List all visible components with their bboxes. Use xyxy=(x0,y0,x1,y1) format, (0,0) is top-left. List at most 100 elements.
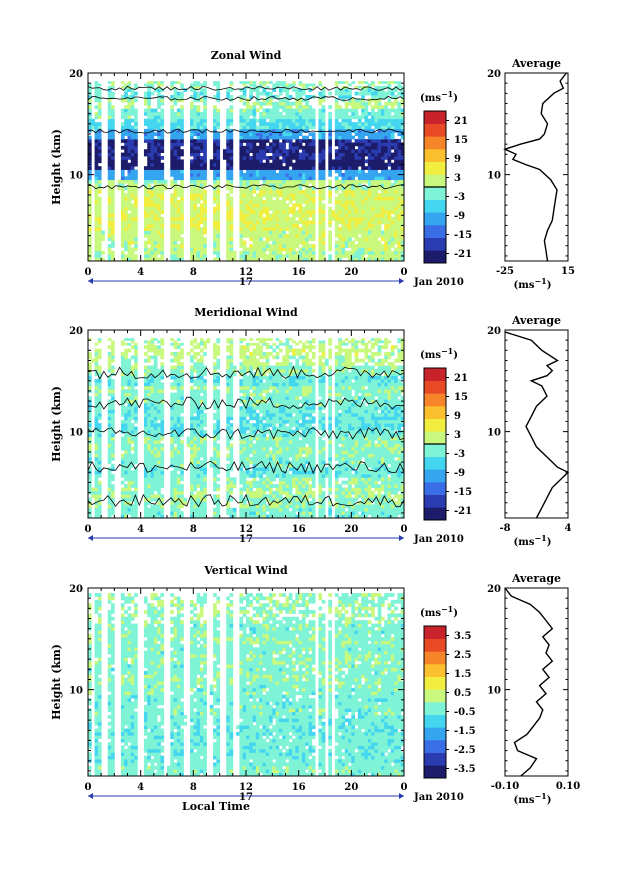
heatmap-cell xyxy=(341,203,346,208)
heatmap-cell xyxy=(190,125,194,130)
heatmap-cell xyxy=(242,193,247,198)
heatmap-cell xyxy=(127,470,132,475)
heatmap-cell xyxy=(311,247,316,252)
heatmap-cell xyxy=(246,183,250,187)
heatmap-cell xyxy=(252,166,257,170)
heatmap-cell xyxy=(213,189,217,194)
heatmap-cell xyxy=(275,193,280,198)
heatmap-cell xyxy=(153,227,158,231)
heatmap-cell xyxy=(147,115,151,120)
heatmap-cell xyxy=(216,183,221,187)
heatmap-cell xyxy=(252,227,257,231)
heatmap-cell xyxy=(196,429,201,434)
heatmap-cell xyxy=(334,220,339,225)
heatmap-cell xyxy=(173,372,178,377)
heatmap-cell xyxy=(400,247,405,252)
colorbar-swatch xyxy=(424,212,446,226)
heatmap-cell xyxy=(292,122,296,126)
heatmap-cell xyxy=(380,111,385,116)
heatmap-cell xyxy=(147,139,151,143)
heatmap-cell xyxy=(282,244,286,248)
heatmap-cell xyxy=(124,342,128,346)
heatmap-cell xyxy=(130,118,135,123)
heatmap-cell xyxy=(252,169,257,174)
heatmap-cell xyxy=(213,125,217,130)
heatmap-cell xyxy=(134,213,138,218)
heatmap-cell xyxy=(97,254,102,259)
heatmap-cell xyxy=(127,176,132,181)
heatmap-cell xyxy=(384,169,388,174)
heatmap-cell xyxy=(213,172,217,177)
colorbar-tick-label: -9 xyxy=(454,211,465,222)
heatmap-cell xyxy=(196,382,201,387)
heatmap-cell xyxy=(94,88,99,93)
heatmap-cell xyxy=(173,467,178,471)
heatmap-cell xyxy=(134,467,138,471)
heatmap-cell xyxy=(361,152,365,157)
heatmap-cell xyxy=(239,166,244,170)
heatmap-cell xyxy=(170,477,174,482)
heatmap-cell xyxy=(196,108,201,113)
heatmap-cell xyxy=(341,183,346,187)
colorbar-tick-label: 3 xyxy=(454,173,461,184)
heatmap-cell xyxy=(173,237,178,242)
heatmap-cell xyxy=(170,220,174,225)
heatmap-cell xyxy=(269,101,273,106)
heatmap-cell xyxy=(387,247,392,252)
heatmap-cell xyxy=(97,142,102,147)
heatmap-cell xyxy=(107,257,112,262)
heatmap-cell xyxy=(400,95,405,99)
heatmap-cell xyxy=(213,227,217,231)
time-tick-label: 0 xyxy=(401,267,408,278)
heatmap-cell xyxy=(190,142,194,147)
heatmap-cell xyxy=(203,206,207,211)
heatmap-cell xyxy=(282,240,286,245)
heatmap-cell xyxy=(239,115,244,120)
heatmap-cell xyxy=(226,233,230,238)
heatmap-cell xyxy=(397,115,402,120)
heatmap-cell xyxy=(111,152,115,157)
heatmap-cell xyxy=(124,142,128,147)
heatmap-cell xyxy=(282,183,286,187)
heatmap-cell xyxy=(242,145,247,150)
heatmap-cell xyxy=(298,193,303,198)
heatmap-cell xyxy=(170,240,174,245)
heatmap-cell xyxy=(124,216,128,221)
heatmap-cell xyxy=(160,416,165,421)
heatmap-cell xyxy=(196,139,201,143)
heatmap-cell xyxy=(150,162,155,167)
heatmap-cell xyxy=(120,406,125,411)
heatmap-cell xyxy=(94,176,99,181)
heatmap-cell xyxy=(321,108,326,113)
heatmap-cell xyxy=(196,511,201,516)
heatmap-cell xyxy=(239,162,244,167)
heatmap-cell xyxy=(308,155,313,160)
heatmap-cell xyxy=(111,193,115,198)
heatmap-cell xyxy=(292,196,296,201)
heatmap-cell xyxy=(88,487,92,492)
heatmap-cell xyxy=(180,210,184,214)
heatmap-cell xyxy=(143,473,148,478)
heatmap-cell xyxy=(150,247,155,252)
heatmap-cell xyxy=(239,233,244,238)
heatmap-cell xyxy=(394,98,398,103)
heatmap-cell xyxy=(173,392,178,397)
heatmap-cell xyxy=(311,196,316,201)
heatmap-cell xyxy=(255,210,260,214)
heatmap-cell xyxy=(107,399,112,404)
heatmap-cell xyxy=(170,507,174,512)
heatmap-cell xyxy=(111,111,115,116)
heatmap-cell xyxy=(361,105,365,109)
heatmap-cell xyxy=(357,200,362,204)
heatmap-cell xyxy=(134,145,138,150)
heatmap-cell xyxy=(190,132,194,137)
heatmap-cell xyxy=(288,135,293,140)
heatmap-cell xyxy=(130,132,135,137)
heatmap-cell xyxy=(371,162,375,167)
heatmap-cell xyxy=(371,139,375,143)
heatmap-cell xyxy=(150,487,155,492)
heatmap-cell xyxy=(97,446,102,451)
heatmap-cell xyxy=(134,507,138,512)
heatmap-cell xyxy=(354,162,359,167)
heatmap-cell xyxy=(305,111,309,116)
